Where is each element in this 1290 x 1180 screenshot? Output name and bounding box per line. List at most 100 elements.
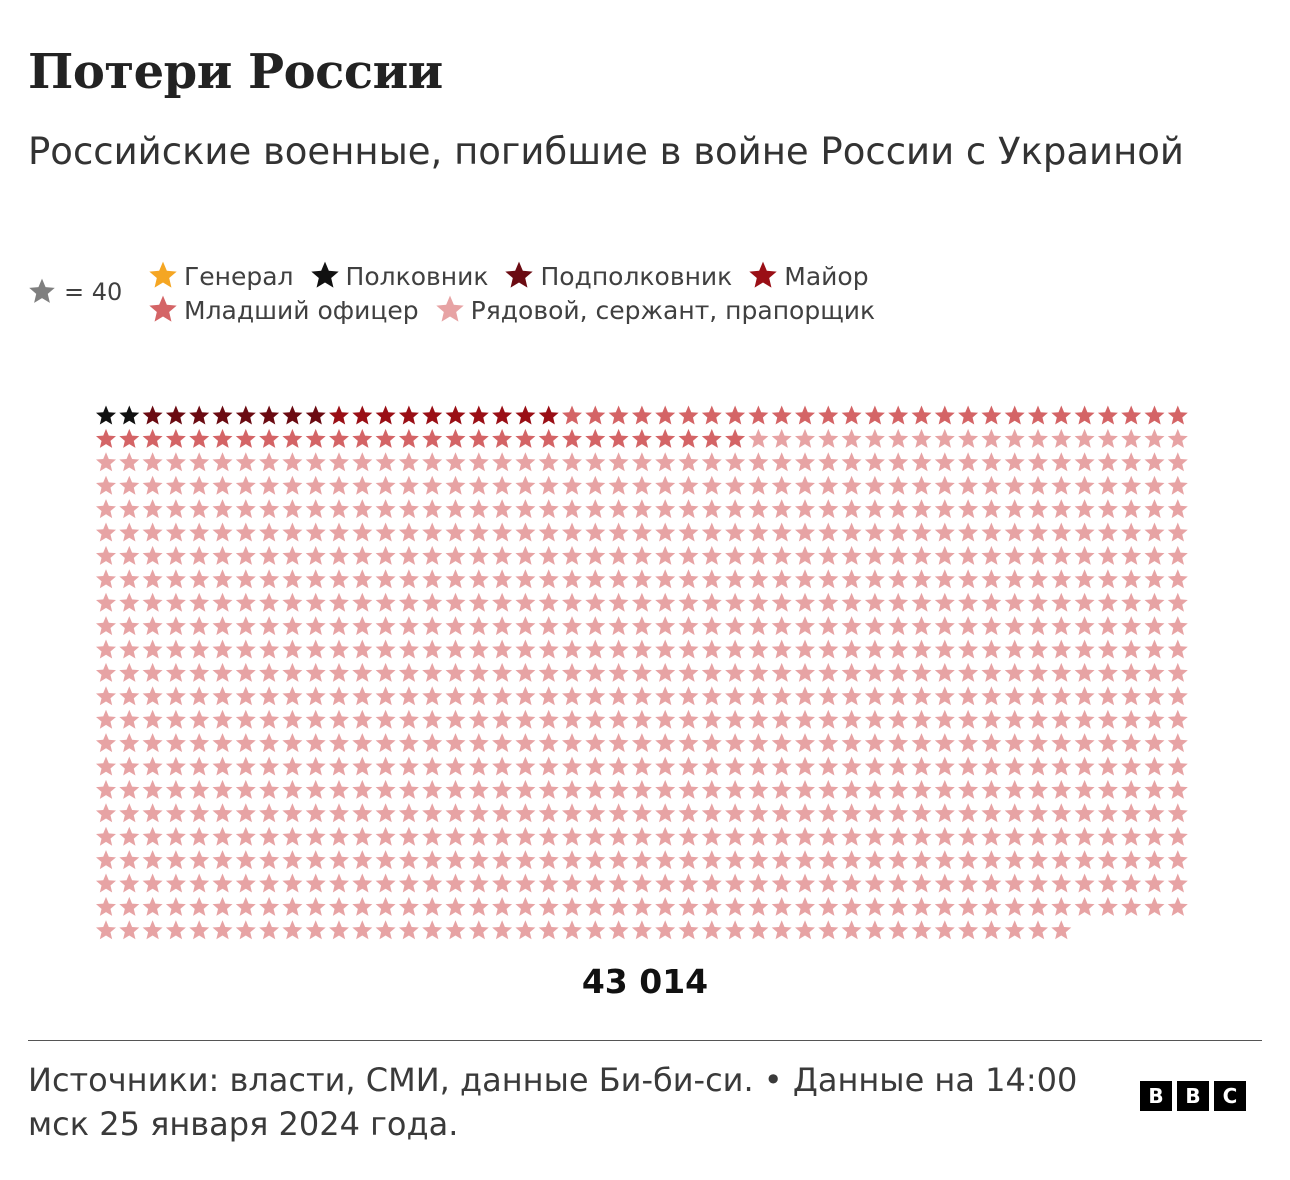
pictogram-star (631, 475, 652, 495)
pictogram-star (96, 592, 116, 612)
pictogram-star (911, 756, 932, 776)
pictogram-star (725, 545, 746, 565)
pictogram-star (398, 428, 419, 448)
pictogram-star (631, 709, 652, 729)
pictogram-star (841, 733, 862, 753)
pictogram-star (771, 569, 792, 589)
pictogram-star (1097, 616, 1118, 636)
pictogram-star (958, 405, 979, 425)
pictogram-star (259, 545, 280, 565)
pictogram-star (1028, 920, 1048, 940)
pictogram-star (911, 428, 932, 448)
pictogram-star (562, 873, 582, 893)
pictogram-star (235, 709, 256, 729)
pictogram-star (259, 592, 280, 612)
pictogram-star (305, 639, 326, 659)
pictogram-star (375, 779, 396, 799)
pictogram-star (934, 428, 955, 448)
pictogram-star (212, 452, 233, 472)
legend-star-icon (435, 295, 464, 322)
pictogram-star (888, 452, 909, 472)
pictogram-star (608, 896, 629, 916)
pictogram-star (212, 428, 233, 448)
pictogram-star (282, 522, 303, 542)
pictogram-star (515, 756, 536, 776)
pictogram-star (1144, 405, 1165, 425)
pictogram-star (398, 709, 419, 729)
pictogram-star (212, 639, 233, 659)
pictogram-star (282, 662, 303, 682)
pictogram-star (96, 428, 116, 448)
pictogram-star (771, 522, 792, 542)
pictogram-star (608, 616, 629, 636)
pictogram-star (655, 616, 676, 636)
pictogram-star (235, 475, 256, 495)
pictogram-star (398, 826, 419, 846)
pictogram-star (981, 475, 1002, 495)
pictogram-star (818, 756, 839, 776)
pictogram-star (352, 405, 373, 425)
pictogram-star (305, 475, 326, 495)
pictogram-star (1144, 499, 1165, 519)
pictogram-star (725, 616, 746, 636)
pictogram-star (259, 499, 280, 519)
pictogram-star (468, 662, 489, 682)
pictogram-star (934, 522, 955, 542)
pictogram-star (981, 522, 1002, 542)
pictogram-star (1028, 733, 1048, 753)
pictogram-star (189, 522, 210, 542)
pictogram-star (981, 733, 1002, 753)
pictogram-star (305, 920, 326, 940)
pictogram-star (96, 803, 116, 823)
pictogram-star (1051, 639, 1072, 659)
pictogram-star (981, 779, 1002, 799)
pictogram-star (352, 803, 373, 823)
pictogram-star (818, 873, 839, 893)
pictogram-star (468, 686, 489, 706)
pictogram-star (1051, 452, 1072, 472)
pictogram-star (841, 405, 862, 425)
pictogram-star (888, 803, 909, 823)
pictogram-star (795, 850, 815, 870)
pictogram-star (492, 639, 513, 659)
pictogram-star (468, 616, 489, 636)
pictogram-star (934, 686, 955, 706)
pictogram-star (1097, 873, 1118, 893)
pictogram-star (142, 686, 163, 706)
pictogram-star (748, 452, 769, 472)
pictogram-star (1004, 920, 1025, 940)
pictogram-star (142, 428, 163, 448)
pictogram-star (235, 733, 256, 753)
pictogram-star (212, 873, 233, 893)
pictogram-star (678, 428, 699, 448)
pictogram-star (888, 826, 909, 846)
pictogram-star (212, 616, 233, 636)
pictogram-star (585, 709, 606, 729)
pictogram-star (515, 522, 536, 542)
pictogram-star (911, 686, 932, 706)
pictogram-star (96, 639, 116, 659)
pictogram-star (795, 592, 815, 612)
pictogram-star (352, 545, 373, 565)
pictogram-star (282, 452, 303, 472)
pictogram-star (1144, 662, 1165, 682)
pictogram-star (748, 733, 769, 753)
pictogram-star (1121, 756, 1142, 776)
pictogram-star (1051, 428, 1072, 448)
pictogram-star (189, 662, 210, 682)
pictogram-star (608, 709, 629, 729)
pictogram-star (142, 826, 163, 846)
pictogram-star (96, 522, 116, 542)
pictogram-star (562, 920, 582, 940)
pictogram-star (1074, 522, 1095, 542)
pictogram-star (771, 920, 792, 940)
pictogram-star (701, 686, 722, 706)
pictogram-star (398, 896, 419, 916)
pictogram-star (934, 873, 955, 893)
pictogram-star (725, 592, 746, 612)
pictogram-star (678, 896, 699, 916)
pictogram-star (748, 779, 769, 799)
pictogram-star (398, 803, 419, 823)
pictogram-star (515, 592, 536, 612)
pictogram-star (818, 499, 839, 519)
